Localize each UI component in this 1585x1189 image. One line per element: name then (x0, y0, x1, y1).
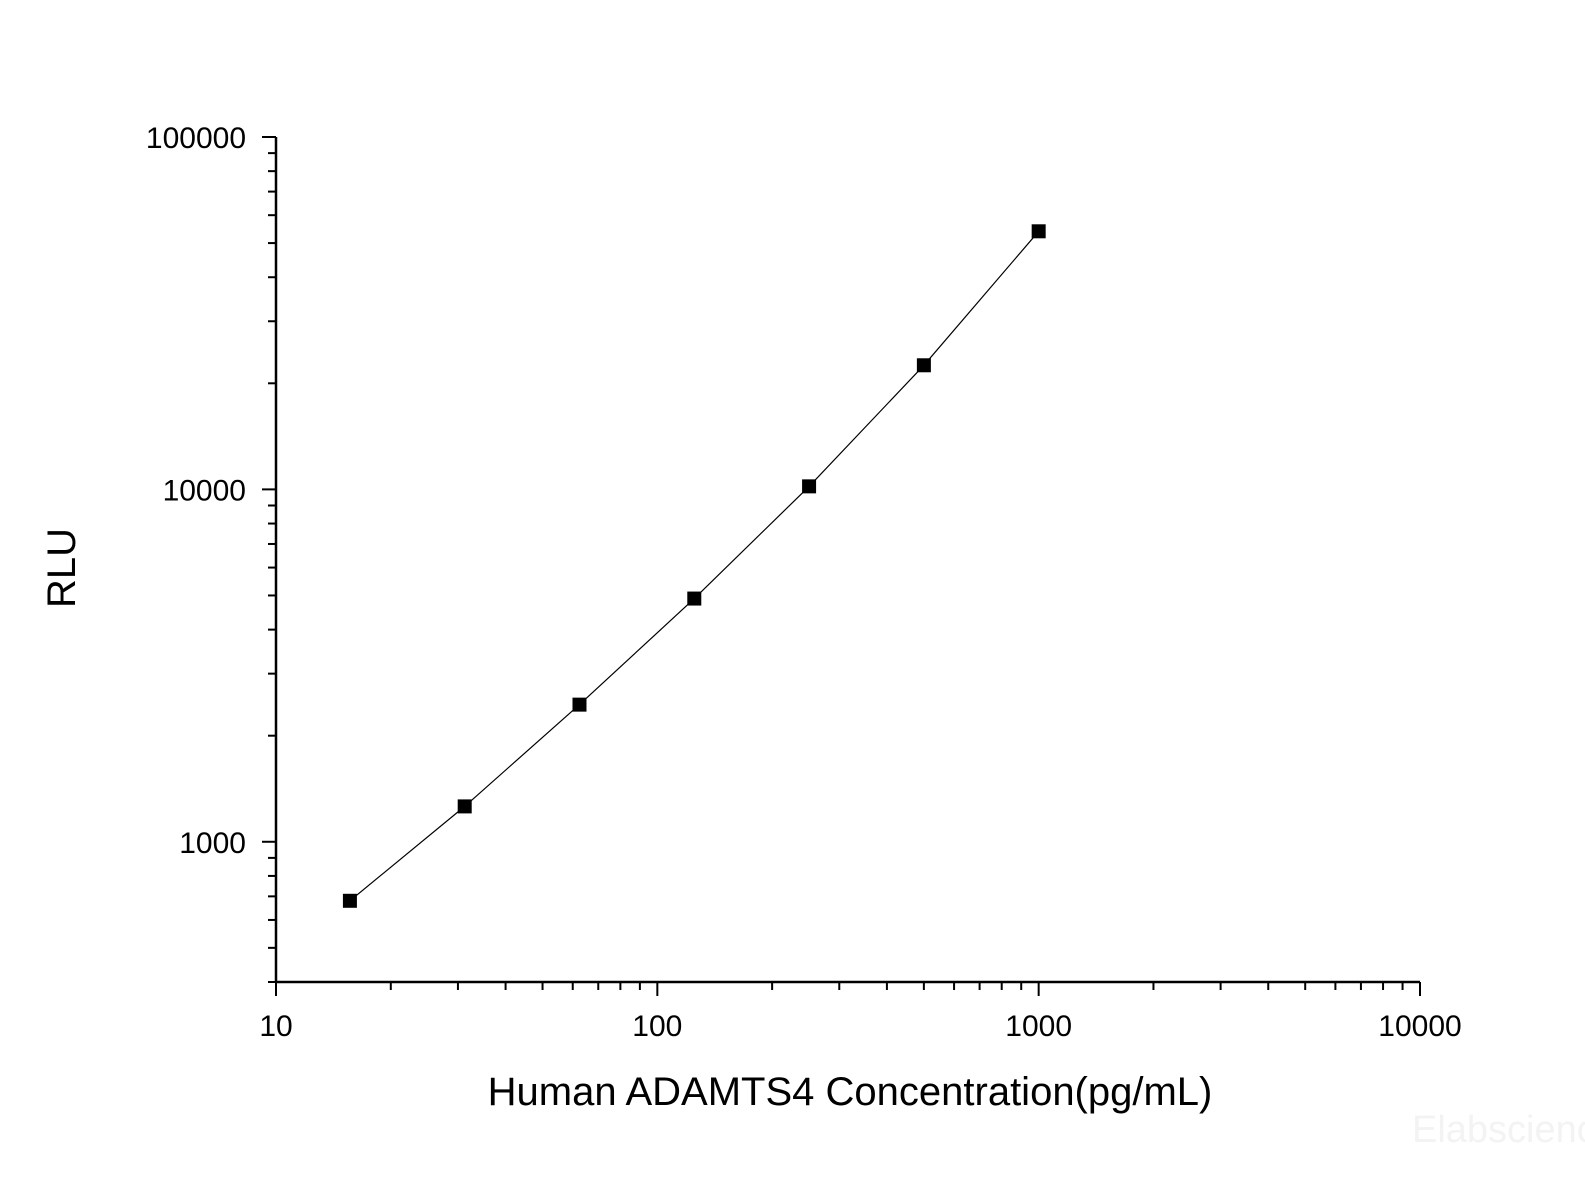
data-point (342, 893, 357, 908)
x-tick-label: 10000 (1378, 1010, 1461, 1043)
y-tick-label: 10000 (163, 474, 246, 507)
watermark-text: Elabscience (1412, 1109, 1585, 1151)
x-tick-label: 1000 (1005, 1010, 1072, 1043)
x-tick-label: 100 (632, 1010, 682, 1043)
x-tick-label: 10 (259, 1010, 292, 1043)
y-axis-title: RLU (40, 528, 84, 608)
y-tick-label: 1000 (179, 827, 246, 860)
data-point (457, 799, 472, 814)
data-point (916, 358, 931, 373)
y-tick-label: 100000 (146, 122, 246, 155)
data-point (1031, 224, 1046, 239)
data-point (572, 697, 587, 712)
data-point (687, 591, 702, 606)
fit-curve-line (349, 230, 1040, 902)
tick-labels: 10 100 1000 10000 1000 10000 100000 (146, 122, 1462, 1043)
data-points (342, 224, 1046, 908)
axes (274, 137, 1420, 984)
tick-marks (262, 136, 1421, 996)
data-point (802, 479, 817, 494)
x-axis-title: Human ADAMTS4 Concentration(pg/mL) (488, 1070, 1213, 1114)
